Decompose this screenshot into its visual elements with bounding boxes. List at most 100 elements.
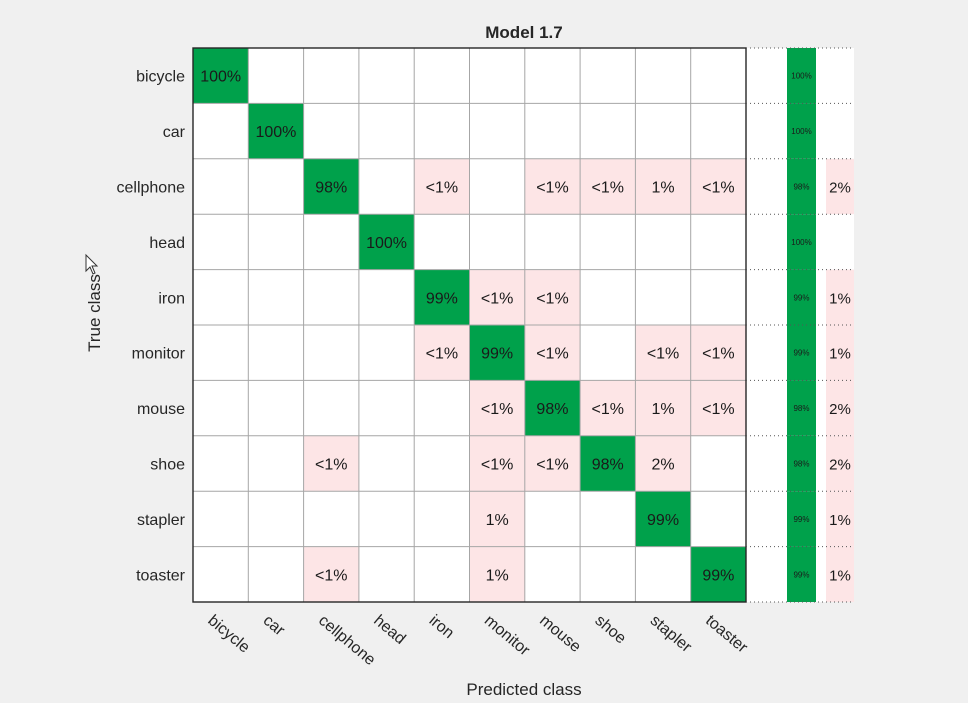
cell-value-label: <1%: [702, 346, 734, 363]
mouse-cursor-icon: [85, 253, 99, 275]
cell-value-label: 1%: [651, 180, 674, 197]
summary-cells: 100% 100% 98% 2% 100% 99% 1% 99% 1% 98% 2% 98% 2% 99%…: [746, 47, 854, 603]
matrix-cell: [580, 380, 636, 436]
matrix-cell: [524, 325, 581, 381]
cell-value-label: <1%: [702, 180, 734, 197]
cell-value-label: <1%: [592, 180, 624, 197]
cell-value-label: 98%: [315, 180, 347, 197]
y-tick-label: shoe: [150, 457, 185, 474]
cell-value-label: <1%: [536, 290, 568, 307]
y-tick-label: cellphone: [117, 180, 186, 197]
summary-tpr-label: 100%: [791, 127, 811, 136]
summary-tpr-cell: [787, 214, 816, 270]
summary-fnr-cell: [826, 269, 854, 325]
summary-tpr-cell: [787, 546, 816, 602]
matrix-cell: [690, 158, 746, 215]
matrix-cells: 100% 100% 98% <1% <1% <1% 1% <1% 100% 99% <1% <1% <1…: [193, 48, 746, 602]
summary-fnr-cell: [826, 380, 854, 436]
summary-tpr-label: 99%: [793, 349, 809, 358]
y-tick-label: toaster: [136, 567, 186, 584]
matrix-cell: [248, 103, 304, 159]
summary-tpr-cell: [787, 103, 816, 159]
x-axis-label: Predicted class: [466, 680, 581, 699]
cell-value-label: 100%: [366, 235, 407, 252]
matrix-cell: [635, 380, 691, 436]
matrix-cell: [414, 269, 470, 325]
summary-tpr-cell: [787, 325, 816, 381]
cell-value-label: 99%: [647, 512, 679, 529]
summary-tpr-cell: [787, 380, 816, 436]
summary-tpr-label: 99%: [793, 515, 809, 524]
cell-value-label: <1%: [592, 401, 624, 418]
cell-value-label: <1%: [426, 180, 458, 197]
matrix-cell: [414, 325, 470, 381]
cell-value-label: <1%: [315, 567, 347, 584]
summary-fnr-label: 2%: [829, 457, 851, 474]
summary-fnr-label: 2%: [829, 180, 851, 197]
matrix-cell: [303, 546, 359, 602]
summary-fnr-label: 2%: [829, 401, 851, 418]
matrix-cell: [580, 158, 636, 215]
cell-value-label: <1%: [647, 346, 679, 363]
summary-tpr-label: 100%: [791, 238, 811, 247]
cell-value-label: <1%: [481, 401, 513, 418]
summary-tpr-label: 98%: [793, 183, 809, 192]
matrix-cell: [635, 491, 691, 547]
summary-fnr-label: 1%: [829, 512, 851, 529]
summary-fnr-cell: [826, 435, 854, 492]
matrix-cell: [524, 158, 581, 215]
summary-tpr-label: 99%: [793, 293, 809, 302]
summary-tpr-label: 98%: [793, 404, 809, 413]
matrix-cell: [469, 380, 525, 436]
y-tick-label: bicycle: [136, 69, 185, 86]
cell-value-label: 99%: [481, 346, 513, 363]
summary-fnr-cell: [826, 325, 854, 381]
cell-value-label: 1%: [486, 567, 509, 584]
matrix-cell: [193, 48, 249, 104]
summary-fnr-cell: [826, 158, 854, 215]
cell-value-label: 100%: [200, 69, 241, 86]
matrix-cell: [303, 435, 359, 492]
matrix-cell: [635, 325, 691, 381]
cell-value-label: <1%: [315, 457, 347, 474]
summary-tpr-cell: [787, 269, 816, 325]
y-tick-label: iron: [158, 290, 185, 307]
cell-value-label: <1%: [702, 401, 734, 418]
summary-tpr-label: 99%: [793, 570, 809, 579]
matrix-cell: [524, 435, 581, 492]
summary-fnr-label: 1%: [829, 346, 851, 363]
cell-value-label: <1%: [536, 457, 568, 474]
y-tick-label: car: [163, 124, 186, 141]
summary-fnr-label: 1%: [829, 290, 851, 307]
y-tick-label: stapler: [137, 512, 186, 529]
cell-value-label: 100%: [255, 124, 296, 141]
summary-fnr-cell: [826, 546, 854, 602]
matrix-cell: [469, 325, 525, 381]
matrix-grid: [192, 47, 747, 603]
matrix-cell: [358, 214, 415, 270]
matrix-cell: [469, 491, 525, 547]
matrix-cell: [524, 269, 581, 325]
cell-value-label: <1%: [426, 346, 458, 363]
cell-value-label: <1%: [481, 290, 513, 307]
matrix-cell: [303, 158, 359, 215]
matrix-cell: [524, 380, 581, 436]
matrix-cell: [690, 546, 746, 602]
y-tick-label: monitor: [132, 346, 186, 363]
y-tick-label: head: [149, 235, 185, 252]
y-axis-label: True class: [85, 274, 104, 352]
cell-value-label: 1%: [651, 401, 674, 418]
cell-value-label: 98%: [536, 401, 568, 418]
summary-tpr-cell: [787, 491, 816, 547]
cell-value-label: 2%: [651, 457, 674, 474]
matrix-cell: [690, 380, 746, 436]
matrix-cell: [414, 158, 470, 215]
cell-value-label: <1%: [536, 180, 568, 197]
matrix-cell: [469, 435, 525, 492]
summary-tpr-cell: [787, 158, 816, 215]
cell-value-label: 1%: [486, 512, 509, 529]
summary-fnr-cell: [826, 491, 854, 547]
matrix-cell: [469, 546, 525, 602]
cell-value-label: <1%: [481, 457, 513, 474]
matrix-cell: [580, 435, 636, 492]
